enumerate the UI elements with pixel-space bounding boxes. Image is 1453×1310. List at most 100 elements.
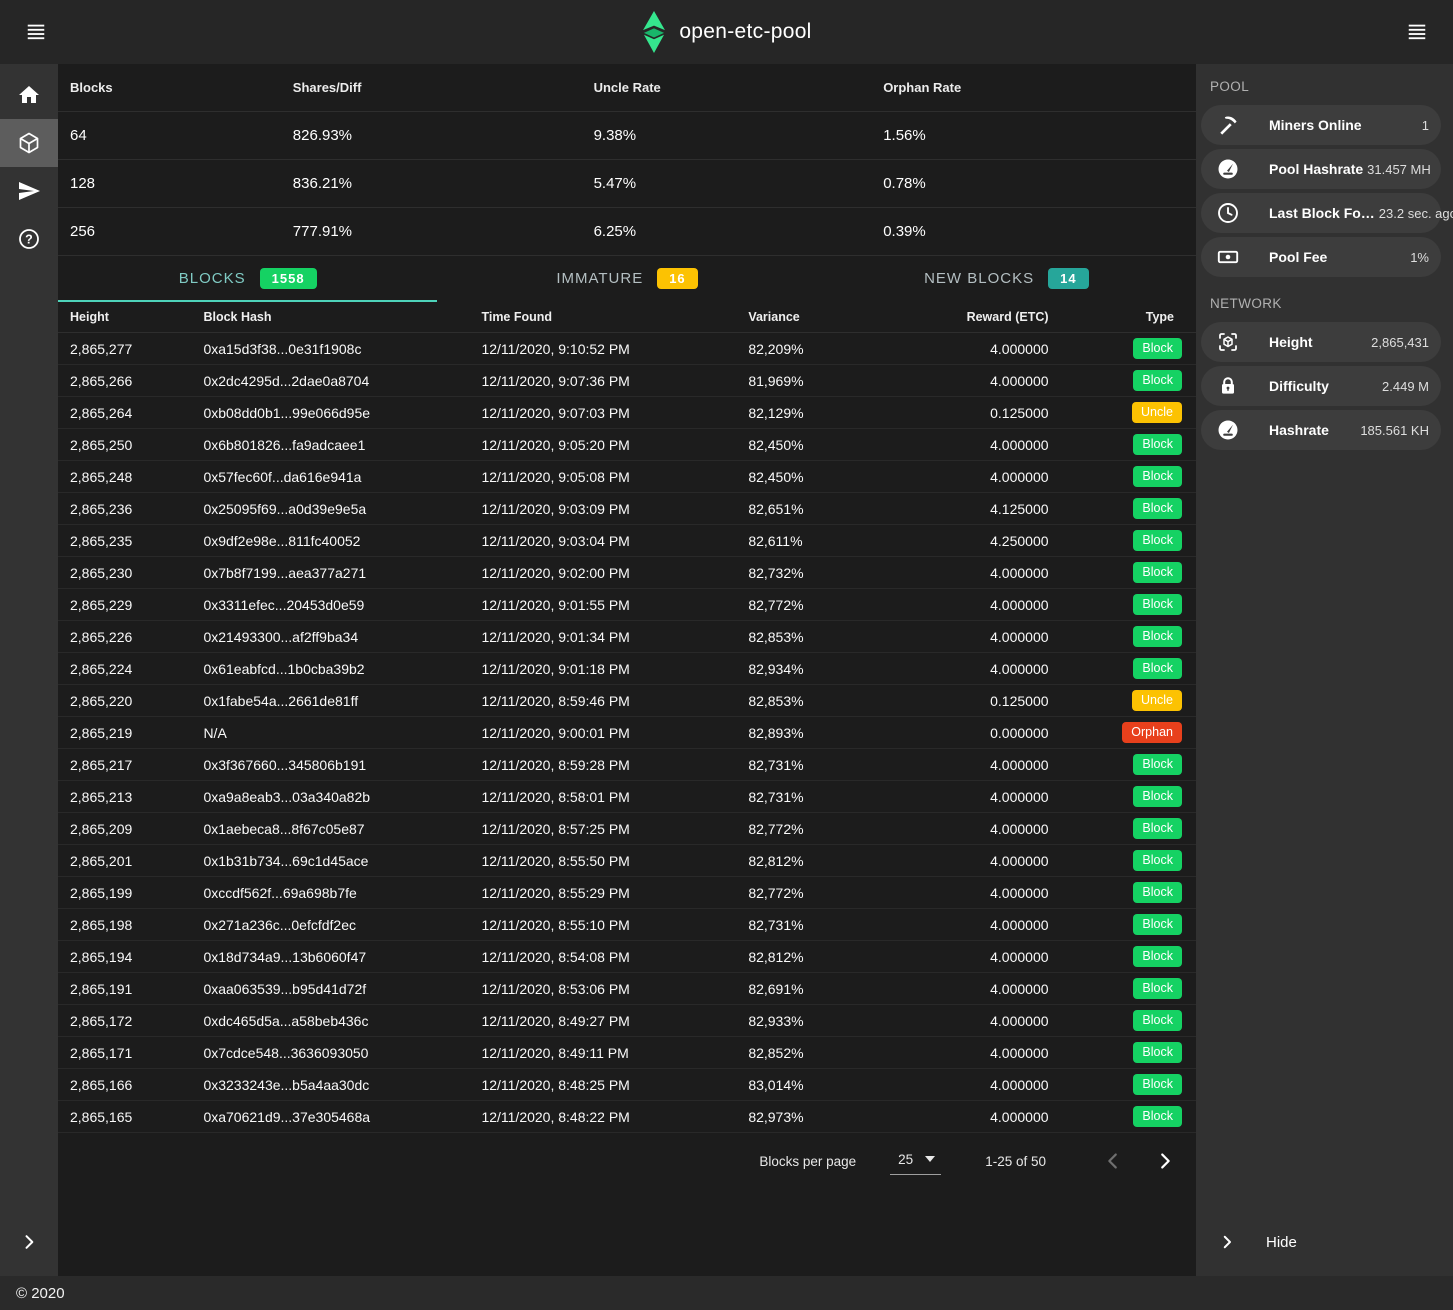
- hide-panel-button[interactable]: Hide: [1196, 1218, 1453, 1266]
- tab-immature[interactable]: IMMATURE 16: [437, 256, 816, 302]
- cell-block-hash: 0x3233243e...b5a4aa30dc: [203, 1076, 370, 1093]
- cell-variance: 82,129%: [748, 404, 804, 421]
- lock-icon: [1216, 374, 1240, 398]
- cell-type: Block: [1049, 1106, 1182, 1127]
- cell-block-hash: 0xdc465d5a...a58beb436c: [203, 1012, 369, 1029]
- table-row: 2,865,224 0x61eabfcd...1b0cba39b2 12/11/20…: [58, 653, 1196, 685]
- header-variance: Variance: [748, 310, 800, 324]
- pool-item-value: 31.457 MH: [1367, 161, 1431, 177]
- cell-type: Block: [1049, 498, 1182, 519]
- header-reward: Reward (ETC): [966, 310, 1049, 324]
- cell-height: 2,865,191: [70, 980, 133, 997]
- sidebar-item-home[interactable]: [0, 71, 58, 119]
- cell-time-found: 12/11/2020, 8:49:27 PM: [481, 1012, 630, 1029]
- menu-left-button[interactable]: [16, 12, 56, 52]
- table-row: 2,865,198 0x271a236c...0efcfdf2ec 12/11/20…: [58, 909, 1196, 941]
- left-sidebar: ?: [0, 64, 58, 1276]
- network-item-label: Hashrate: [1269, 422, 1329, 438]
- cell-block-hash: 0x7b8f7199...aea377a271: [203, 564, 367, 581]
- cell-reward: 4.000000: [990, 980, 1049, 997]
- type-badge: Block: [1133, 786, 1182, 807]
- cell-variance: 82,852%: [748, 1044, 804, 1061]
- cell-reward: 4.250000: [990, 532, 1049, 549]
- cube-scan-icon: [1216, 330, 1240, 354]
- cell-height: 2,865,277: [70, 340, 133, 357]
- table-row: 2,865,226 0x21493300...af2ff9ba34 12/11/20…: [58, 621, 1196, 653]
- pool-section-title: POOL: [1210, 79, 1250, 94]
- pool-stats-table: Blocks Shares/Diff Uncle Rate Orphan Rate 6…: [58, 64, 1196, 256]
- tab-new-blocks[interactable]: NEW BLOCKS 14: [817, 256, 1196, 302]
- stats-row: 64 826.93% 9.38% 1.56%: [58, 112, 1196, 160]
- blocks-per-page-label: Blocks per page: [759, 1153, 857, 1169]
- cell-type: Block: [1049, 946, 1182, 967]
- cell-reward: 4.000000: [990, 372, 1049, 389]
- sidebar-item-blocks[interactable]: [0, 119, 58, 167]
- cell-type: Block: [1049, 1074, 1182, 1095]
- network-item-value: 2,865,431: [1371, 334, 1429, 350]
- per-page-select[interactable]: 25: [890, 1148, 942, 1175]
- type-badge: Uncle: [1132, 402, 1182, 423]
- cell-variance: 82,732%: [748, 564, 804, 581]
- sidebar-item-payments[interactable]: [0, 167, 58, 215]
- cell-block-hash: N/A: [203, 724, 227, 741]
- cell-block-hash: 0x3311efec...20453d0e59: [203, 596, 365, 613]
- cell-type: Block: [1049, 882, 1182, 903]
- sidebar-expand-button[interactable]: [0, 1218, 58, 1266]
- cell-height: 2,865,201: [70, 852, 133, 869]
- stats-cell: 256: [70, 223, 96, 240]
- cell-variance: 82,812%: [748, 948, 804, 965]
- stats-cell: 0.39%: [883, 223, 926, 240]
- cell-height: 2,865,198: [70, 916, 133, 933]
- type-badge: Block: [1133, 754, 1182, 775]
- cell-time-found: 12/11/2020, 8:53:06 PM: [481, 980, 630, 997]
- type-badge: Block: [1133, 562, 1182, 583]
- type-badge: Block: [1133, 594, 1182, 615]
- cell-type: Block: [1049, 530, 1182, 551]
- cell-time-found: 12/11/2020, 9:01:55 PM: [481, 596, 630, 613]
- type-badge: Block: [1133, 530, 1182, 551]
- table-row: 2,865,199 0xccdf562f...69a698b7fe 12/11/20…: [58, 877, 1196, 909]
- cell-reward: 4.000000: [990, 340, 1049, 357]
- menu-right-button[interactable]: [1397, 12, 1437, 52]
- cell-block-hash: 0xa15d3f38...0e31f1908c: [203, 340, 362, 357]
- cell-height: 2,865,219: [70, 724, 133, 741]
- type-badge: Block: [1133, 1074, 1182, 1095]
- table-row: 2,865,230 0x7b8f7199...aea377a271 12/11/20…: [58, 557, 1196, 589]
- next-page-button[interactable]: [1150, 1146, 1180, 1176]
- table-row: 2,865,213 0xa9a8eab3...03a340a82b 12/11/20…: [58, 781, 1196, 813]
- cell-reward: 4.000000: [990, 820, 1049, 837]
- cell-variance: 82,450%: [748, 436, 804, 453]
- cell-height: 2,865,172: [70, 1012, 133, 1029]
- cell-height: 2,865,235: [70, 532, 133, 549]
- table-row: 2,865,236 0x25095f69...a0d39e9e5a 12/11/20…: [58, 493, 1196, 525]
- cell-reward: 0.125000: [990, 692, 1049, 709]
- cell-block-hash: 0x61eabfcd...1b0cba39b2: [203, 660, 365, 677]
- cell-time-found: 12/11/2020, 8:55:29 PM: [481, 884, 630, 901]
- cell-time-found: 12/11/2020, 8:59:46 PM: [481, 692, 630, 709]
- tab-count-badge: 1558: [259, 267, 317, 289]
- cell-block-hash: 0xa9a8eab3...03a340a82b: [203, 788, 371, 805]
- type-badge: Block: [1133, 370, 1182, 391]
- cell-block-hash: 0x7cdce548...3636093050: [203, 1044, 369, 1061]
- table-row: 2,865,264 0xb08dd0b1...99e066d95e 12/11/20…: [58, 397, 1196, 429]
- cell-variance: 82,772%: [748, 596, 804, 613]
- cell-height: 2,865,217: [70, 756, 133, 773]
- cell-type: Uncle: [1049, 690, 1182, 711]
- pool-item-value: 1: [1421, 117, 1429, 133]
- cell-time-found: 12/11/2020, 8:55:50 PM: [481, 852, 630, 869]
- blocks-table: Height Block Hash Time Found Variance Reward…: [58, 302, 1196, 1133]
- cell-type: Block: [1049, 626, 1182, 647]
- table-row: 2,865,229 0x3311efec...20453d0e59 12/11/20…: [58, 589, 1196, 621]
- pool-item-label: Pool Hashrate: [1269, 161, 1364, 177]
- blocks-header-row: Height Block Hash Time Found Variance Reward…: [58, 302, 1196, 333]
- tab-label: BLOCKS: [178, 269, 246, 287]
- sidebar-item-help[interactable]: ?: [0, 215, 58, 263]
- cell-time-found: 12/11/2020, 9:03:09 PM: [481, 500, 630, 517]
- cell-variance: 82,853%: [748, 692, 804, 709]
- tab-blocks[interactable]: BLOCKS 1558: [58, 256, 438, 302]
- cell-reward: 4.000000: [990, 628, 1049, 645]
- gauge-icon: [1216, 418, 1240, 442]
- cell-variance: 82,450%: [748, 468, 804, 485]
- send-icon: [17, 179, 41, 203]
